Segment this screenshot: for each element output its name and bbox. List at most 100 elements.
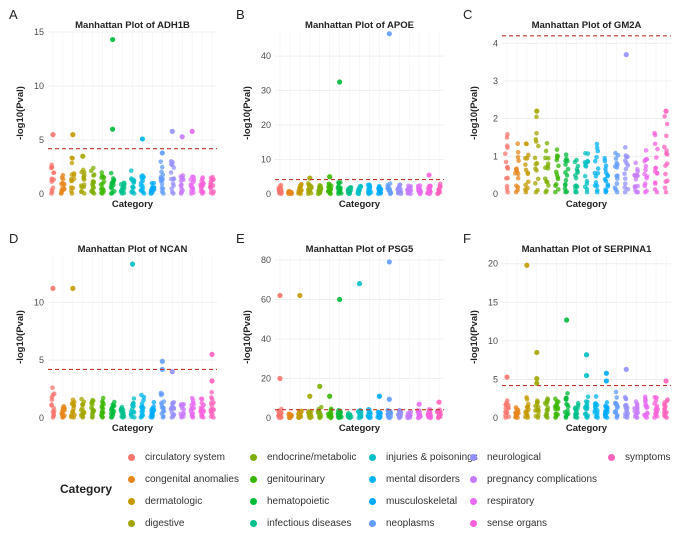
point (564, 156, 569, 162)
point (337, 185, 342, 191)
gridlines (275, 32, 444, 195)
point (634, 408, 640, 413)
point (544, 188, 549, 194)
point-highlight (317, 383, 323, 389)
point-highlight (110, 126, 116, 132)
point (515, 141, 521, 147)
point (357, 185, 363, 191)
point-highlight (663, 108, 669, 114)
y-tick-label: 15 (34, 27, 44, 37)
point-highlight (277, 375, 283, 382)
point (523, 162, 528, 167)
point (160, 172, 166, 178)
point (622, 185, 628, 190)
point (652, 187, 658, 192)
legend-swatch (369, 520, 376, 527)
point (625, 163, 631, 168)
point (554, 147, 560, 152)
y-tick-label: 3 (493, 76, 498, 86)
point (622, 394, 628, 400)
point-highlight (159, 358, 165, 364)
point (642, 394, 648, 400)
gridlines (48, 256, 217, 419)
point (82, 170, 87, 175)
point (643, 403, 649, 408)
point (168, 176, 174, 182)
point (346, 411, 351, 416)
point (523, 182, 528, 188)
point (604, 400, 610, 405)
point (210, 407, 216, 412)
point (101, 179, 107, 184)
point (533, 181, 538, 186)
point-highlight (583, 372, 590, 379)
point (149, 180, 155, 186)
point (169, 410, 175, 416)
point (287, 411, 293, 417)
point (593, 394, 599, 399)
y-tick-label: 0 (493, 189, 498, 199)
point (138, 180, 144, 186)
point (592, 170, 598, 176)
point (664, 148, 669, 153)
point-highlight (110, 36, 116, 43)
panel-label: A (9, 7, 18, 22)
point (553, 169, 559, 175)
legend-label: infectious diseases (267, 518, 352, 529)
point (544, 141, 550, 146)
point (110, 409, 116, 414)
point-highlight (603, 378, 609, 384)
point (634, 404, 640, 410)
point (623, 153, 629, 158)
legend-item: circulatory system (128, 452, 225, 463)
point (635, 183, 640, 189)
legend-label: pregnancy complications (487, 474, 598, 485)
point (603, 163, 609, 169)
point (534, 399, 540, 405)
point-highlight (534, 108, 540, 114)
point (593, 401, 599, 406)
point (552, 189, 558, 195)
legend-swatch (128, 454, 135, 461)
point (150, 406, 155, 411)
point (416, 409, 421, 414)
point (554, 411, 559, 417)
point (398, 186, 403, 192)
legend-label: respiratory (487, 496, 535, 507)
manhattan-chart: F Manhattan Plot of SERPINA1 0 5 10 15 20 -log1… (463, 231, 671, 434)
point (575, 170, 580, 175)
point (504, 183, 510, 189)
point (595, 166, 601, 171)
point (575, 400, 581, 406)
legend-item: mental disorders (369, 474, 460, 485)
point-highlight (307, 393, 313, 399)
point-highlight (416, 401, 422, 407)
point (545, 397, 551, 402)
point (50, 385, 55, 391)
point (328, 411, 334, 416)
point (101, 402, 106, 407)
point (171, 399, 177, 405)
gridlines (502, 256, 671, 419)
point (534, 168, 539, 173)
point (543, 148, 549, 154)
legend-item: pregnancy complications (470, 474, 597, 485)
point (662, 185, 668, 191)
point (79, 189, 84, 194)
y-tick-label: 5 (39, 355, 44, 365)
legend-label: dermatologic (145, 496, 203, 507)
y-axis-label: -log10(Pval) (15, 86, 26, 140)
point-highlight (327, 393, 333, 399)
y-tick-label: 60 (261, 294, 271, 304)
point-highlight (376, 393, 382, 399)
manhattan-chart: C Manhattan Plot of GM2A 0 1 2 3 4 -log10(Pval)… (463, 7, 671, 210)
panel-label: B (236, 7, 245, 22)
point (139, 404, 144, 410)
legend-swatch (470, 520, 477, 527)
legend-item: dermatologic (128, 496, 202, 507)
legend-item: injuries & poisonings (369, 452, 478, 463)
chart-title: Manhattan Plot of NCAN (78, 244, 188, 255)
legend-label: injuries & poisonings (386, 452, 478, 463)
point (604, 405, 610, 411)
point-highlight (70, 285, 76, 291)
